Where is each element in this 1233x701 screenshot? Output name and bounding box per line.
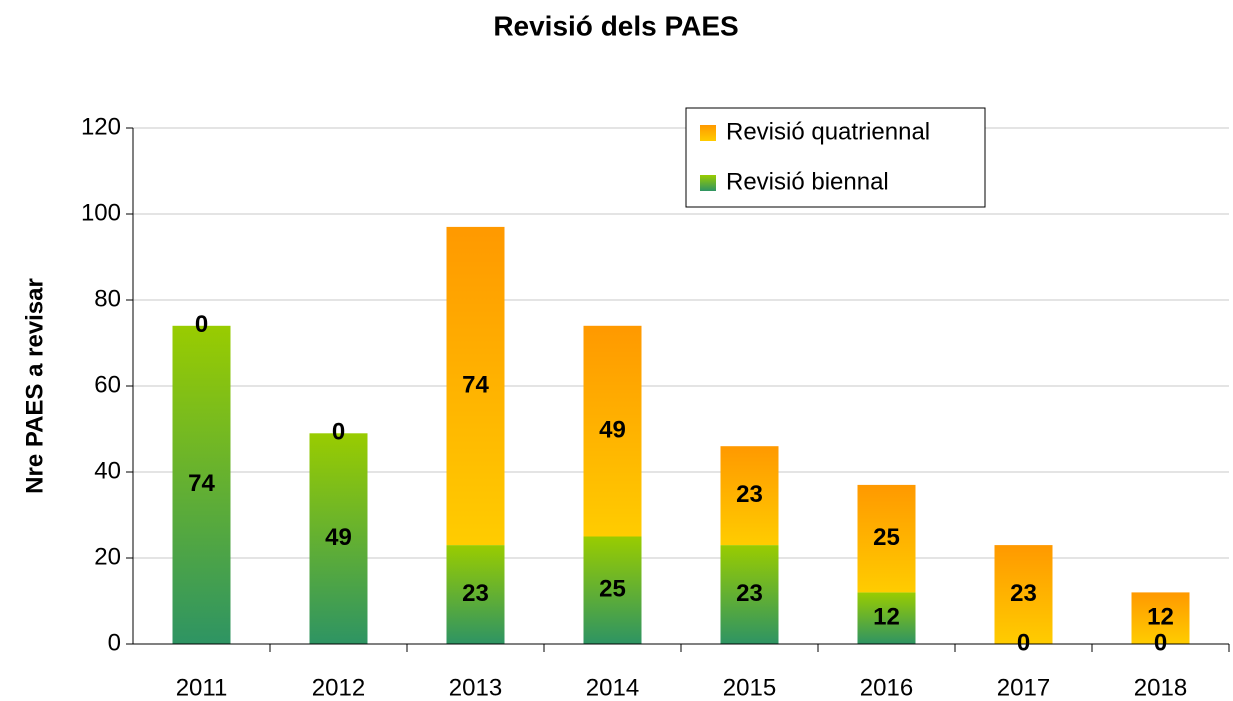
bar-segment <box>857 484 916 593</box>
y-tick-label: 120 <box>81 113 121 140</box>
bar-segment <box>1131 592 1190 644</box>
x-tick-label: 2012 <box>312 674 365 701</box>
bar-segment <box>720 545 779 644</box>
bars <box>172 226 1190 644</box>
legend-label: Revisió quatriennal <box>726 118 930 145</box>
y-tick-label: 60 <box>94 371 121 398</box>
legend-label: Revisió biennal <box>726 168 889 195</box>
data-label: 74 <box>462 371 489 398</box>
chart-title: Revisió dels PAES <box>493 10 738 41</box>
x-tick-label: 2018 <box>1134 674 1187 701</box>
x-tick-label: 2017 <box>997 674 1050 701</box>
x-tick-label: 2016 <box>860 674 913 701</box>
y-tick-label: 100 <box>81 199 121 226</box>
y-tick-label: 80 <box>94 285 121 312</box>
data-label: 74 <box>188 470 215 497</box>
data-label: 23 <box>462 580 489 607</box>
bar-segment <box>172 325 231 644</box>
y-tick-label: 40 <box>94 457 121 484</box>
bar-segment <box>857 592 916 644</box>
data-label: 0 <box>1154 629 1167 656</box>
data-label: 25 <box>599 576 626 603</box>
bar-segment <box>446 226 505 546</box>
data-label: 12 <box>1147 604 1174 631</box>
data-label: 23 <box>1010 580 1037 607</box>
bar-segment <box>583 325 642 537</box>
x-tick-label: 2011 <box>176 674 228 701</box>
data-label: 0 <box>195 311 208 338</box>
bar-segment <box>446 545 505 644</box>
legend-swatch <box>700 125 716 141</box>
data-label: 25 <box>873 524 900 551</box>
bar-segment <box>720 446 779 546</box>
data-label: 0 <box>332 419 345 446</box>
data-label: 23 <box>736 580 763 607</box>
x-tick-label: 2014 <box>586 674 639 701</box>
legend: Revisió quatriennal Revisió biennal <box>685 107 986 208</box>
data-label: 49 <box>325 524 352 551</box>
x-tick-label: 2015 <box>723 674 776 701</box>
legend-swatch <box>700 175 716 191</box>
legend-box <box>685 107 986 208</box>
data-label: 12 <box>873 604 900 631</box>
bar-segment <box>583 536 642 644</box>
bar-segment <box>994 545 1053 644</box>
y-tick-label: 0 <box>108 629 121 656</box>
y-axis-label: Nre PAES a revisar <box>21 278 48 494</box>
y-tick-label: 20 <box>94 543 121 570</box>
bar-segment <box>309 433 368 644</box>
x-tick-label: 2013 <box>449 674 502 701</box>
data-label: 0 <box>1017 629 1030 656</box>
data-label: 23 <box>736 481 763 508</box>
data-label: 49 <box>599 416 626 443</box>
